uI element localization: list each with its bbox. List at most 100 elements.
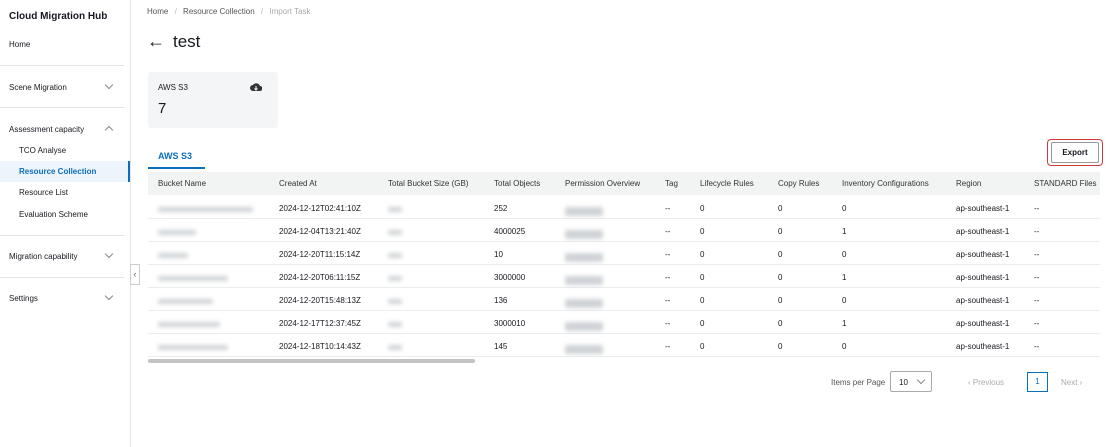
separator: / [260,7,264,16]
table-cell: 0 [842,204,847,213]
cloud-icon [250,83,262,91]
table-cell: ap-southeast-1 [956,342,1010,351]
submenu-item[interactable]: Resource List [19,188,68,197]
column-header: Permission Overview [565,179,641,188]
page-size-select[interactable]: 10 [890,371,932,392]
table-header [148,172,1100,195]
redacted-size [388,322,402,327]
table-cell: ap-southeast-1 [956,250,1010,259]
submenu-item[interactable]: Resource Collection [19,167,97,176]
table-cell: 0 [700,250,705,259]
page-button[interactable]: 1 [1027,372,1048,392]
menu-item[interactable]: Settings [9,294,38,303]
table-cell: 0 [778,342,783,351]
table-cell: ap-southeast-1 [956,296,1010,305]
table-cell: -- [1034,273,1040,282]
redacted-bucket-name [158,299,213,304]
chevron [104,249,114,259]
table-cell: 0 [778,227,783,236]
menu-item[interactable]: Migration capability [9,252,78,261]
breadcrumb: Home / Resource Collection / Import Task [147,7,311,16]
table-cell: 252 [494,204,508,213]
column-header: STANDARD Files [1034,179,1097,188]
table-cell: 3000010 [494,319,526,328]
redacted-bucket-name [158,207,253,212]
column-header: Lifecycle Rules [700,179,754,188]
table-cell: -- [1034,204,1040,213]
next-button: Next › [1061,378,1083,387]
redacted-size [388,230,402,235]
redacted-size [388,253,402,258]
table-cell: ap-southeast-1 [956,227,1010,236]
column-header: Bucket Name [158,179,207,188]
breadcrumb-item: Import Task [269,7,311,16]
scrollbar[interactable] [148,359,475,363]
column-header: Inventory Configurations [842,179,929,188]
table-cell: 10 [494,250,503,259]
table-cell: ap-southeast-1 [956,319,1010,328]
table-cell: 0 [778,250,783,259]
table-cell: 0 [778,273,783,282]
redacted-permission [565,230,603,239]
table-cell: 2024-12-20T11:15:14Z [279,250,361,259]
submenu-item[interactable]: TCO Analyse [19,146,67,155]
redacted-bucket-name [158,345,228,350]
table-cell: -- [665,273,671,282]
column-header: Tag [665,179,678,188]
redacted-size [388,276,402,281]
column-header: Region [956,179,982,188]
divider [0,107,124,108]
breadcrumb-item[interactable]: Resource Collection [183,7,255,16]
table-cell: 0 [842,296,847,305]
row-divider [148,310,1100,311]
divider [0,235,124,236]
redacted-size [388,207,402,212]
menu-item[interactable]: Scene Migration [9,83,67,92]
row-divider [148,287,1100,288]
tab-underline [148,167,205,169]
table-cell: 2024-12-20T06:11:15Z [279,273,361,282]
redacted-permission [565,322,603,331]
divider [0,65,124,66]
table-cell: 1 [842,227,847,236]
divider [0,277,124,278]
card-label: AWS S3 [158,83,188,92]
back-arrow[interactable]: ← [147,31,165,51]
column-header: Total Objects [494,179,541,188]
table-cell: 2024-12-04T13:21:40Z [279,227,361,236]
table-cell: 0 [700,227,705,236]
redacted-permission [565,299,603,308]
table-cell: 0 [700,273,705,282]
table-cell: -- [1034,319,1040,328]
previous-label: Previous [972,378,1005,387]
redacted-bucket-name [158,322,220,327]
table-cell: 0 [778,296,783,305]
table-cell: -- [665,319,671,328]
chevron [104,291,114,301]
redacted-bucket-name [158,276,228,281]
table-cell: 2024-12-12T02:41:10Z [279,204,361,213]
table-cell: -- [1034,250,1040,259]
table-cell: 0 [700,319,705,328]
table-cell: 145 [494,342,508,351]
active-highlight [0,161,130,182]
table-cell: -- [665,296,671,305]
table-cell: 2024-12-20T15:48:13Z [279,296,361,305]
collapse-handle[interactable]: ‹ [130,264,140,285]
page-size-value: 10 [899,378,908,387]
submenu-item[interactable]: Evaluation Scheme [19,210,88,219]
redacted-bucket-name [158,253,188,258]
table-cell: -- [1034,342,1040,351]
tab[interactable]: AWS S3 [158,151,193,161]
menu-item[interactable]: Home [9,40,31,49]
breadcrumb-item[interactable]: Home [147,7,169,16]
export-button[interactable]: Export [1051,142,1099,163]
table-cell: ap-southeast-1 [956,204,1010,213]
summary-card: AWS S3 7 [148,72,278,128]
table-cell: 0 [700,204,705,213]
redacted-size [388,345,402,350]
menu-item[interactable]: Assessment capacity [9,125,85,134]
redacted-permission [565,345,603,354]
table-cell: 136 [494,296,508,305]
